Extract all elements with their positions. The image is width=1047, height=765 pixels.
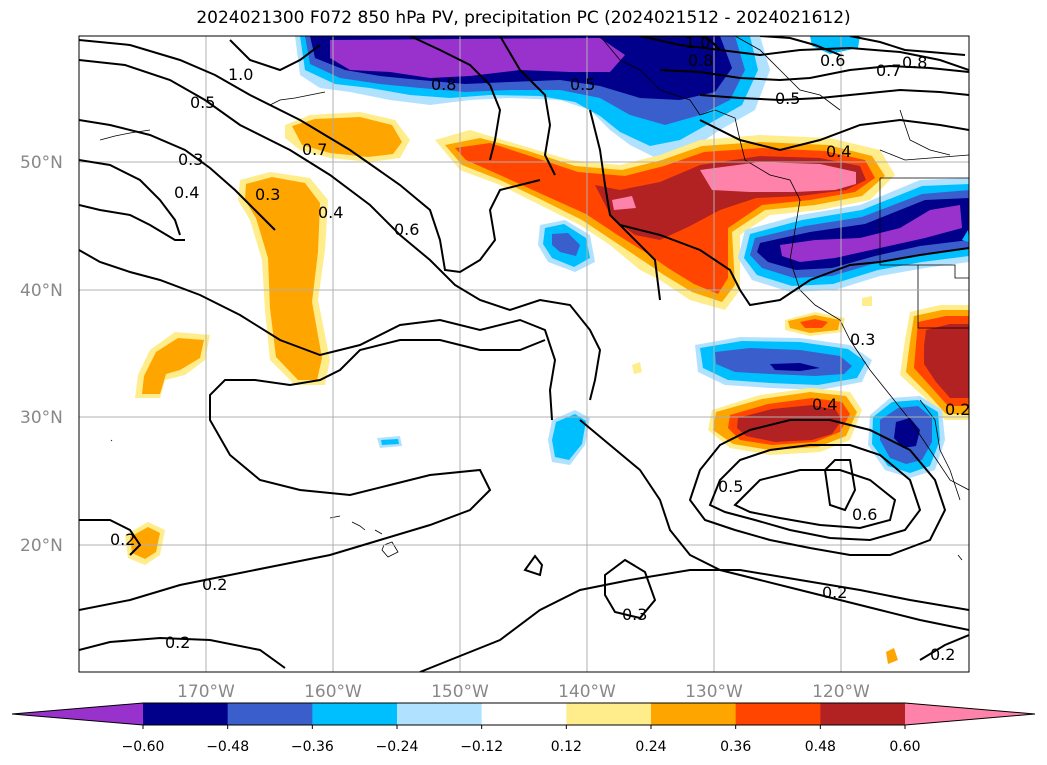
colorbar-segment: [481, 703, 567, 725]
colorbar-segment: [312, 703, 398, 725]
contour-label: 1.0: [228, 65, 253, 84]
contour-label: 0.2: [202, 575, 227, 594]
contour-label: 0.4: [174, 183, 199, 202]
pv-contours: [79, 36, 969, 672]
figure-title: 2024021300 F072 850 hPa PV, precipitatio…: [196, 8, 851, 28]
contour-label: 0.2: [945, 400, 970, 419]
contour-label: 0.3: [255, 185, 280, 204]
longitude-labels: 170°W 160°W 150°W 140°W 130°W 120°W: [177, 682, 870, 702]
contour-label: 0.7: [876, 61, 901, 80]
map-area: 1.0 0.5 0.3 0.4 0.7 0.3 0.4 0.6 0.8 0.5 …: [79, 33, 970, 672]
lon-label-160w: 160°W: [304, 682, 362, 702]
contour-label: 0.8: [902, 53, 927, 72]
contour-label: 0.7: [302, 140, 327, 159]
colorbar-tick-label: −0.36: [291, 739, 334, 755]
colorbar-tick-label: 0.36: [720, 739, 751, 755]
latitude-labels: 50°N 40°N 30°N 20°N: [20, 153, 63, 556]
contour-label: 0.5: [775, 89, 800, 108]
colorbar-tick-label: −0.48: [206, 739, 249, 755]
contour-label: 0.3: [622, 605, 647, 624]
colorbar-tick-label: −0.24: [376, 739, 419, 755]
contour-label: 0.5: [570, 75, 595, 94]
contour-label: 0.6: [394, 220, 419, 239]
colorbar-segment: [820, 703, 906, 725]
contour-label: 0.4: [812, 395, 837, 414]
colorbar-segment: [227, 703, 313, 725]
colorbar-tick-label: 0.24: [635, 739, 666, 755]
contour-label: 0.5: [190, 93, 215, 112]
colorbar-tick-label: −0.60: [122, 739, 165, 755]
colorbar-tick-label: −0.12: [460, 739, 503, 755]
contour-label: 0.8: [431, 75, 456, 94]
lon-label-170w: 170°W: [177, 682, 235, 702]
contour-label: 0.3: [850, 330, 875, 349]
contour-label: 0.2: [822, 583, 847, 602]
contour-label: 0.5: [718, 477, 743, 496]
colorbar-extend-min: [12, 703, 143, 725]
colorbar-extend-max: [905, 703, 1035, 725]
contour-label: 0.6: [852, 505, 877, 524]
colorbar-segment: [566, 703, 652, 725]
lon-label-130w: 130°W: [685, 682, 743, 702]
contour-label: 0.2: [930, 645, 955, 664]
colorbar-tick-label: 0.60: [889, 739, 920, 755]
lon-label-120w: 120°W: [812, 682, 870, 702]
colorbar-tick-label: 0.48: [805, 739, 836, 755]
contour-label: 0.4: [826, 142, 851, 161]
contour-label: 0.2: [165, 633, 190, 652]
colorbar-tick-label: 0.12: [551, 739, 582, 755]
contour-label: 0.4: [318, 203, 343, 222]
contour-labels: 1.0 0.5 0.3 0.4 0.7 0.3 0.4 0.6 0.8 0.5 …: [110, 33, 970, 664]
contour-label: 0.2: [110, 530, 135, 549]
precipitation-fields: [125, 36, 969, 664]
colorbar-segment: [143, 703, 229, 725]
map-frame: [78, 35, 970, 673]
colorbar-segment: [651, 703, 737, 725]
contour-label: 0.6: [820, 51, 845, 70]
colorbar-segment: [735, 703, 821, 725]
contour-label: 0.3: [178, 150, 203, 169]
lat-label-40n: 40°N: [20, 281, 63, 301]
lon-label-150w: 150°W: [431, 682, 489, 702]
lat-label-30n: 30°N: [20, 408, 63, 428]
contour-label: 1.0: [685, 33, 710, 52]
lon-label-140w: 140°W: [558, 682, 616, 702]
colorbar: −0.60 −0.48 −0.36 −0.24 −0.12 0.12 0.24 0.36 0.4…: [11, 702, 1036, 755]
lat-label-20n: 20°N: [20, 536, 63, 556]
lat-label-50n: 50°N: [20, 153, 63, 173]
contour-label: 0.8: [688, 51, 713, 70]
colorbar-segment: [397, 703, 483, 725]
